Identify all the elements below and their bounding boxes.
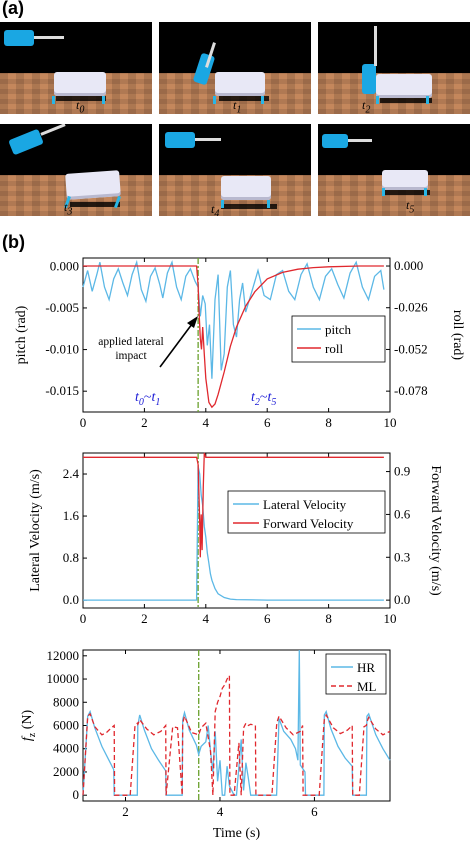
y-tick-label-right: 0.0 — [394, 592, 410, 607]
plot-frame — [82, 649, 391, 802]
y-axis-label-left: fz (N) — [20, 710, 38, 742]
y-tick-label-left: -0.010 — [45, 342, 79, 357]
series-line-lateral-velocity — [83, 465, 384, 601]
y-tick-label-right: 0.9 — [394, 464, 410, 479]
annotation-phase-t2-t5: t2~t5 — [251, 390, 276, 408]
x-tick-label: 2 — [122, 804, 129, 819]
x-tick-label: 8 — [325, 611, 332, 626]
snapshot-frame-t2: t2 — [318, 22, 470, 114]
frame-label-t3: t3 — [64, 200, 73, 216]
legend-label: ML — [357, 679, 377, 694]
y-tick-label-right: 0.3 — [394, 549, 410, 564]
x-tick-label: 6 — [311, 804, 318, 819]
legend-box — [227, 490, 386, 534]
chart-2: 0 2 4 6 8 10 0.0 0.8 1.6 2.4 0.0 0.3 0.6 0.9 Lateral V… — [28, 452, 443, 626]
chart-3: 2 4 6 0 2000 4000 6000 8000 10000 12000 fz (N) Time… — [20, 648, 391, 841]
x-axis-label: Time (s) — [213, 826, 261, 841]
y-tick-label-left: 6000 — [53, 718, 79, 733]
y-tick-label-left: 0.000 — [50, 258, 79, 273]
projectile — [362, 64, 376, 94]
y-tick-label-left: 0.0 — [63, 592, 79, 607]
legend-box — [325, 653, 387, 695]
x-tick-label: 4 — [203, 415, 210, 430]
figure-label-a: (a) — [2, 0, 24, 18]
y-tick-label-left: 2000 — [53, 764, 79, 779]
legend-label: HR — [357, 660, 375, 675]
projectile — [322, 134, 348, 148]
series-line-roll — [83, 265, 384, 409]
chart-1: 0 2 4 6 8 10 0.000 -0.005 -0.010 -0.015 0.000 -0.02… — [14, 257, 465, 430]
legend-label: pitch — [325, 322, 351, 337]
y-tick-label-left: 8000 — [53, 694, 79, 709]
y-tick-label-left: -0.005 — [45, 300, 79, 315]
annotation-impact-line1: applied lateral — [98, 336, 163, 348]
series-line-hr — [82, 649, 391, 796]
y-axis-label-left: Lateral Velocity (m/s) — [28, 469, 43, 592]
y-tick-label-left: 4000 — [53, 741, 79, 756]
annotation-impact-line2: impact — [115, 350, 147, 362]
plot-frame — [82, 257, 391, 413]
robot-body — [382, 170, 428, 190]
x-tick-label: 4 — [203, 611, 210, 626]
figure-label-b: (b) — [2, 232, 25, 252]
snapshot-frame-t0: t0 — [0, 22, 152, 114]
robot-body — [215, 72, 265, 96]
y-tick-label-right: 0.6 — [394, 506, 411, 521]
y-tick-label-right: -0.052 — [394, 341, 428, 356]
x-tick-label: 4 — [217, 804, 224, 819]
projectile-rod — [34, 36, 64, 39]
series-line-pitch — [82, 259, 385, 379]
y-tick-label-left: 10000 — [47, 671, 80, 686]
frame-label-t5: t5 — [406, 198, 415, 216]
legend-label: Lateral Velocity — [263, 497, 347, 512]
y-tick-label-left: 1.6 — [63, 508, 80, 523]
robot-body — [65, 170, 121, 200]
snapshot-frame-t5: t5 — [318, 124, 470, 216]
x-tick-label: 2 — [141, 611, 148, 626]
y-axis-label-right: Forward Velocity (m/s) — [428, 465, 443, 596]
annotation-phase-t0-t1: t0~t1 — [135, 390, 160, 408]
frame-label-t1: t1 — [233, 98, 242, 114]
frame-label-t2: t2 — [362, 98, 371, 114]
robot-body — [376, 74, 432, 98]
y-tick-label-left: 12000 — [47, 648, 80, 663]
x-tick-label: 0 — [80, 611, 87, 626]
annotation-arrowhead — [187, 316, 198, 328]
projectile-rod — [195, 138, 221, 141]
x-tick-label: 0 — [80, 415, 87, 430]
y-tick-label-right: 0.000 — [394, 258, 423, 273]
robot-body — [54, 72, 106, 96]
y-tick-label-right: -0.026 — [394, 300, 428, 315]
y-tick-label-left: 0.8 — [63, 550, 79, 565]
frame-label-t0: t0 — [76, 98, 85, 114]
series-line-forward-velocity — [83, 452, 384, 558]
x-tick-label: 6 — [264, 415, 271, 430]
x-tick-label: 10 — [384, 611, 397, 626]
projectile — [4, 30, 34, 46]
projectile-rod — [374, 26, 377, 66]
y-tick-label-left: 0 — [73, 787, 80, 802]
legend-label: roll — [325, 341, 343, 356]
x-tick-label: 8 — [325, 415, 332, 430]
snapshot-frame-t4: t4 — [159, 124, 311, 216]
annotation-arrow — [159, 319, 196, 368]
y-tick-label-left: -0.015 — [45, 383, 79, 398]
y-axis-label-right: roll (rad) — [450, 310, 465, 360]
legend-label: Forward Velocity — [263, 516, 354, 531]
y-axis-label-left: pitch (rad) — [14, 305, 29, 364]
y-tick-label-right: -0.078 — [394, 383, 428, 398]
legend-box — [291, 315, 386, 363]
snapshot-frame-t1: t1 — [159, 22, 311, 114]
projectile — [165, 132, 195, 148]
frame-label-t4: t4 — [211, 202, 220, 216]
x-tick-label: 10 — [384, 415, 397, 430]
robot-body — [221, 176, 271, 200]
x-tick-label: 2 — [141, 415, 148, 430]
series-line-ml — [82, 673, 391, 796]
x-tick-label: 6 — [264, 611, 271, 626]
snapshot-frame-t3: t3 — [0, 124, 152, 216]
projectile-rod — [348, 139, 372, 142]
plot-frame — [82, 452, 391, 609]
y-tick-label-left: 2.4 — [63, 466, 80, 481]
